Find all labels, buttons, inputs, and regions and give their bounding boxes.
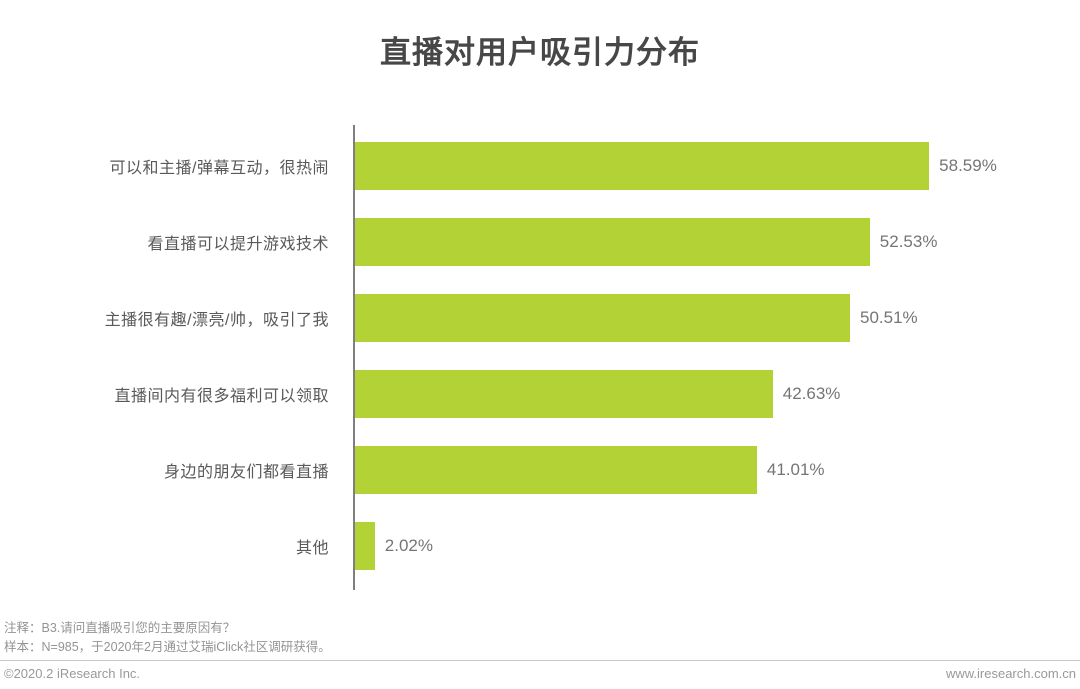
footer-divider: [0, 660, 1080, 661]
value-label: 58.59%: [939, 156, 997, 175]
bar: [355, 522, 375, 570]
chart-row: 其他 2.02%: [0, 522, 1080, 570]
chart-title: 直播对用户吸引力分布: [380, 35, 700, 70]
chart-row: 身边的朋友们都看直播 41.01%: [0, 446, 1080, 494]
value-label: 41.01%: [766, 460, 825, 479]
bar-track: 42.63%: [355, 370, 1080, 418]
bar: [355, 142, 930, 190]
bar-chart: 可以和主播/弹幕互动，很热闹 58.59% 看直播可以提升游戏技术 52.53% 主播很…: [0, 125, 1080, 590]
value-label: 52.53%: [879, 232, 938, 251]
chart-row: 直播间内有很多福利可以领取 42.63%: [0, 370, 1080, 418]
bar: [355, 446, 757, 494]
chart-row: 看直播可以提升游戏技术 52.53%: [0, 218, 1080, 266]
bar: [355, 294, 850, 342]
bar-track: 50.51%: [355, 294, 1080, 342]
value-label: 42.63%: [782, 384, 841, 403]
category-label: 身边的朋友们都看直播: [163, 464, 329, 481]
chart-row: 主播很有趣/漂亮/帅，吸引了我 50.51%: [0, 294, 1080, 342]
value-label: 2.02%: [384, 536, 433, 555]
bar-track: 52.53%: [355, 218, 1080, 266]
bar: [355, 218, 870, 266]
chart-rows: 可以和主播/弹幕互动，很热闹 58.59% 看直播可以提升游戏技术 52.53% 主播很…: [0, 125, 1080, 570]
category-label: 直播间内有很多福利可以领取: [114, 388, 329, 405]
category-label: 主播很有趣/漂亮/帅，吸引了我: [104, 312, 329, 329]
note-question: 注释：B3.请问直播吸引您的主要原因有？: [4, 621, 236, 635]
website-link[interactable]: www.iresearch.com.cn: [945, 666, 1076, 681]
chart-notes: 注释：B3.请问直播吸引您的主要原因有？ 样本：N=985，于2020年2月通过…: [4, 619, 331, 657]
bar-track: 41.01%: [355, 446, 1080, 494]
footer: ©2020.2 iResearch Inc. www.iresearch.com…: [4, 666, 1076, 681]
category-label: 看直播可以提升游戏技术: [147, 236, 329, 253]
y-axis-line: [353, 125, 355, 590]
bar: [355, 370, 773, 418]
bar-track: 58.59%: [355, 142, 1080, 190]
note-sample: 样本：N=985，于2020年2月通过艾瑞iClick社区调研获得。: [4, 640, 331, 654]
category-label: 可以和主播/弹幕互动，很热闹: [109, 160, 329, 177]
chart-row: 可以和主播/弹幕互动，很热闹 58.59%: [0, 142, 1080, 190]
bar-track: 2.02%: [355, 522, 1080, 570]
value-label: 50.51%: [859, 308, 918, 327]
copyright-text: ©2020.2 iResearch Inc.: [4, 666, 141, 681]
category-label: 其他: [295, 540, 329, 557]
